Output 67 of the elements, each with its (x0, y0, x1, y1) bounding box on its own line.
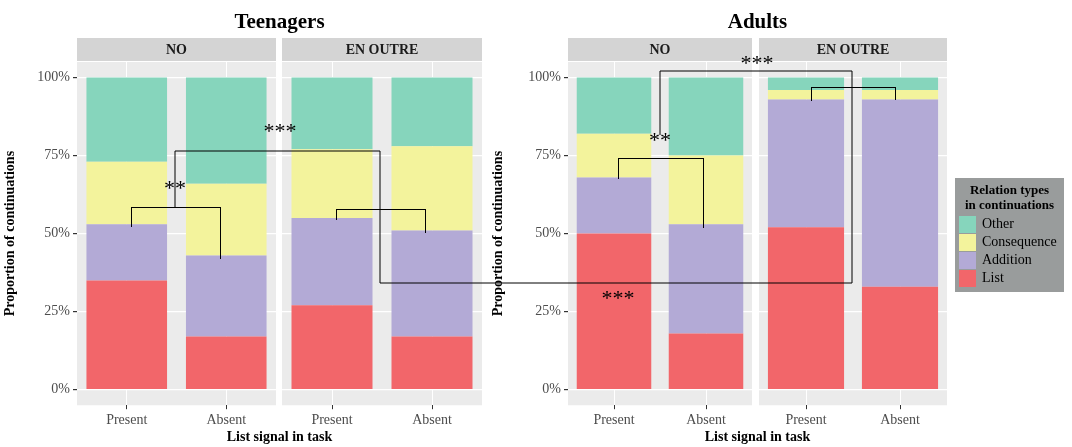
x-axis-title: List signal in task (703, 428, 812, 445)
bar (861, 286, 939, 389)
chart-title: Adults (726, 8, 789, 34)
bar (576, 233, 652, 389)
x-tick-label: Absent (686, 412, 726, 428)
bar (86, 77, 168, 162)
y-tick-label: 50% (535, 225, 562, 241)
x-tick-label: Present (106, 412, 148, 428)
bar (767, 90, 845, 100)
chart-subtitle: NO (649, 41, 671, 57)
bar (185, 183, 267, 256)
bar (391, 77, 473, 147)
bar (576, 77, 652, 134)
y-tick-label: 75% (535, 147, 562, 163)
chart-title: Teenagers (233, 8, 326, 34)
bar (291, 305, 373, 389)
bar (668, 77, 744, 156)
bar (668, 155, 744, 225)
chart-subtitle: EN OUTRE (345, 41, 419, 57)
bar (576, 133, 652, 178)
chart-subtitle: NO (166, 41, 188, 57)
bar (86, 280, 168, 389)
bar (291, 218, 373, 306)
bar (391, 146, 473, 231)
annotation: *** (740, 50, 774, 75)
legend-label: Consequence (982, 234, 1057, 250)
x-tick-label: Absent (412, 412, 452, 428)
legend-label: Other (982, 216, 1014, 232)
x-axis-title: List signal in task (225, 428, 334, 445)
y-tick-label: 75% (44, 147, 71, 163)
bar (185, 336, 267, 389)
y-tick-label: 25% (44, 303, 71, 319)
annotation: *** (263, 118, 297, 143)
y-tick-label: 0% (542, 381, 562, 397)
x-tick-label: Absent (206, 412, 247, 428)
bar (576, 177, 652, 234)
legend-label: List (982, 270, 1004, 286)
chart-subtitle: EN OUTRE (816, 41, 890, 57)
bar (861, 90, 939, 100)
y-tick-label: 50% (44, 225, 71, 241)
bar (668, 224, 744, 334)
bar (391, 336, 473, 389)
bar (86, 224, 168, 281)
legend-label: Addition (982, 252, 1032, 268)
annotation: ** (164, 175, 186, 200)
x-tick-label: Present (785, 412, 827, 428)
x-tick-label: Present (311, 412, 353, 428)
y-tick-label: 0% (51, 381, 71, 397)
bar (861, 77, 939, 91)
bar (861, 99, 939, 287)
annotation: ** (649, 127, 671, 152)
bar (767, 77, 845, 91)
y-tick-label: 100% (528, 69, 562, 85)
bar (767, 227, 845, 389)
y-axis-title: Proportion of continuations (490, 150, 506, 317)
bar (291, 149, 373, 218)
y-tick-label: 25% (535, 303, 562, 319)
y-axis-title: Proportion of continuations (2, 150, 18, 317)
legend-title: Relation types in continuations (963, 182, 1056, 212)
y-tick-label: 100% (37, 69, 71, 85)
bar (185, 255, 267, 337)
x-tick-label: Absent (880, 412, 920, 428)
bar (668, 333, 744, 389)
bar (391, 230, 473, 337)
x-tick-label: Present (593, 412, 635, 428)
annotation: *** (601, 285, 635, 310)
bar (767, 99, 845, 228)
